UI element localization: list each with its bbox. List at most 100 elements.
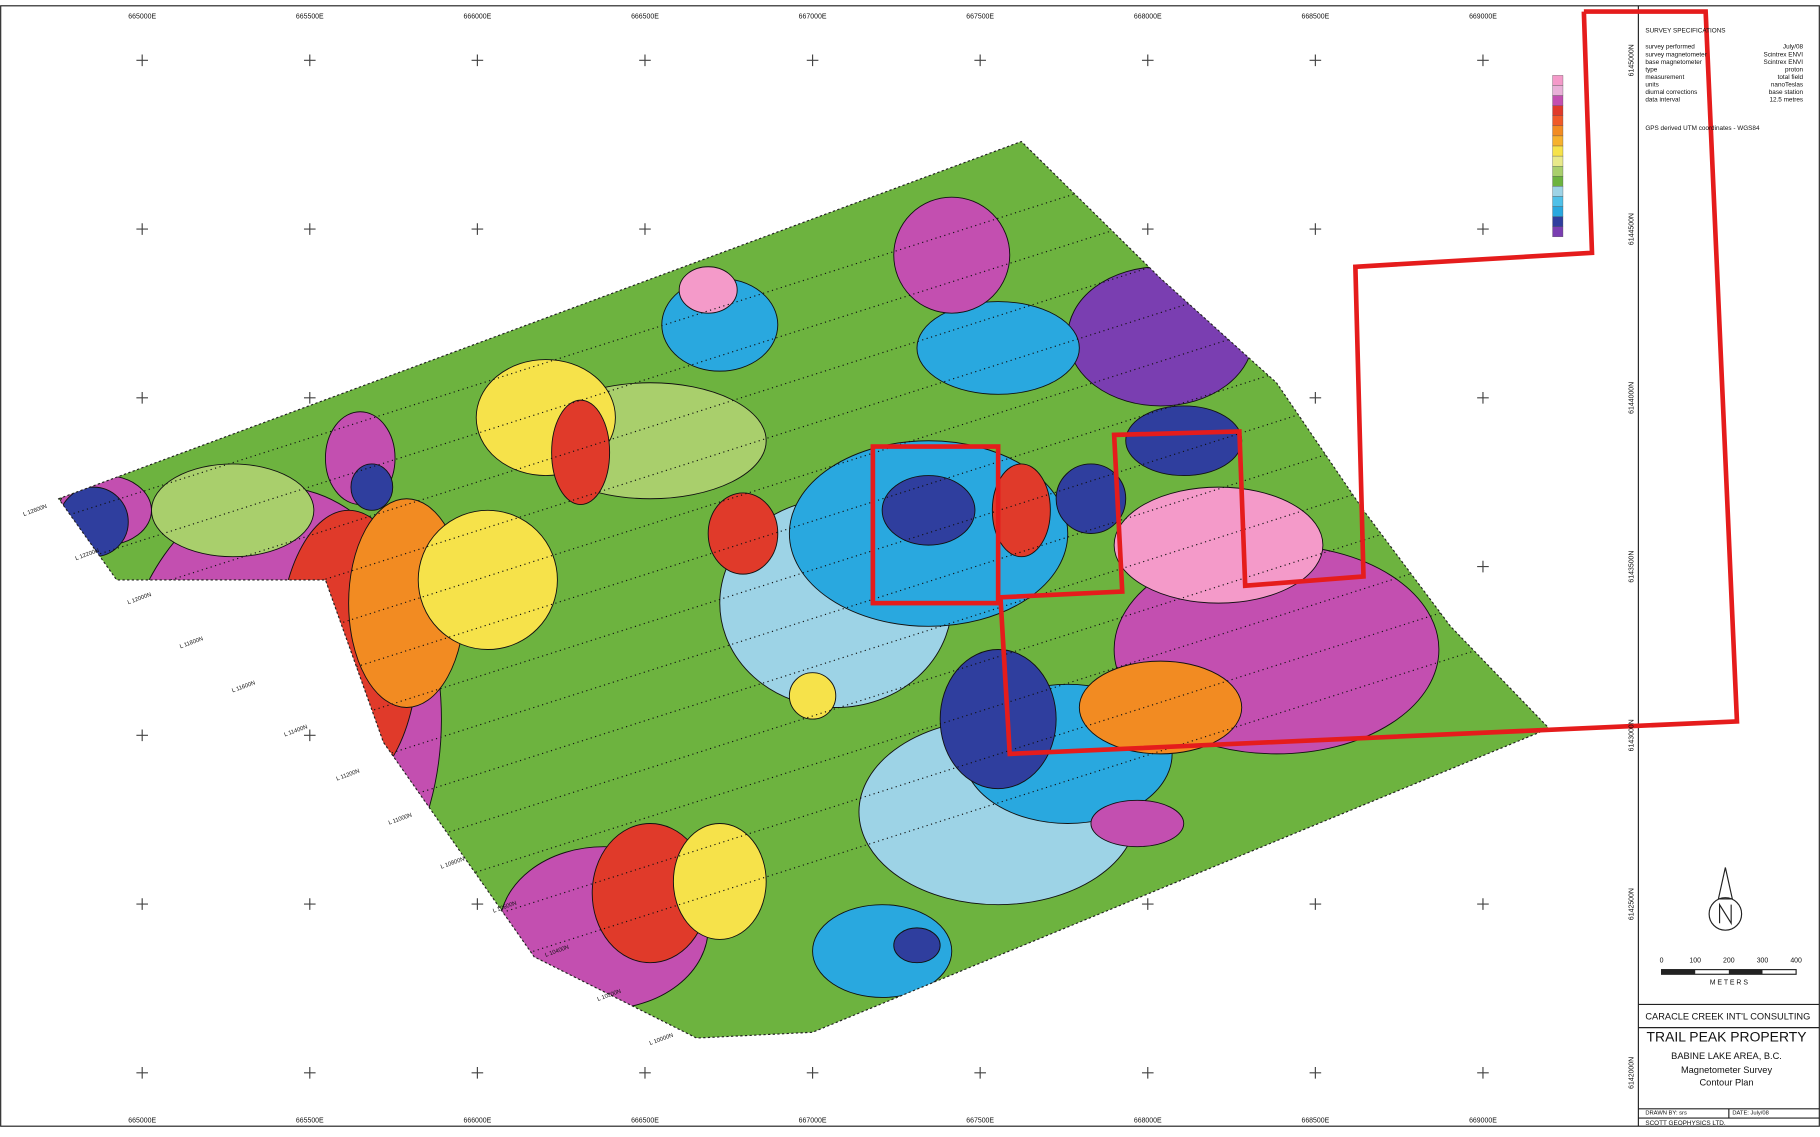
north-arrow [1709, 868, 1741, 931]
map: 0100200300400M E T E R S CARACLE CREEK I… [0, 0, 1820, 1132]
grid-cross [304, 1067, 316, 1079]
grid-cross [974, 1067, 986, 1079]
grid-cross [1142, 1067, 1154, 1079]
easting-label: 668500E [1301, 14, 1329, 21]
grid-cross [1477, 223, 1489, 235]
anomaly [789, 673, 835, 719]
grid-cross [1142, 55, 1154, 67]
anomaly [940, 650, 1056, 789]
northing-label: 6144500N [1629, 213, 1636, 245]
spec-key: type [1645, 66, 1657, 73]
spec-key: measurement [1645, 74, 1684, 81]
grid-cross [639, 1067, 651, 1079]
grid-cross [304, 730, 316, 742]
grid-cross [472, 55, 484, 67]
grid-cross [472, 1067, 484, 1079]
grid-cross [136, 1067, 148, 1079]
line-label: L 11000N [388, 813, 413, 827]
easting-label: 668000E [1134, 1118, 1162, 1125]
grid-cross [136, 898, 148, 910]
line-label: L 11600N [231, 680, 256, 694]
title-contractor: SCOTT GEOPHYSICS LTD. [1645, 1120, 1726, 1127]
easting-label: 666500E [631, 1118, 659, 1125]
legend-swatch [1553, 227, 1563, 237]
easting-label: 666000E [463, 14, 491, 21]
grid-cross [1477, 392, 1489, 404]
grid-cross [472, 223, 484, 235]
line-label: L 12600N [23, 504, 48, 518]
grid-cross [639, 55, 651, 67]
grid-cross [472, 898, 484, 910]
grid-cross [1310, 1067, 1322, 1079]
easting-label: 667500E [966, 1118, 994, 1125]
grid-cross [1142, 898, 1154, 910]
anomaly [673, 823, 766, 939]
line-label: L 10800N [440, 856, 465, 870]
northing-label: 6142500N [1629, 888, 1636, 920]
spec-key: units [1645, 81, 1658, 88]
grid-cross [136, 730, 148, 742]
spec-key: diurnal corrections [1645, 89, 1697, 96]
grid-cross [807, 55, 819, 67]
easting-label: 669000E [1469, 14, 1497, 21]
legend-swatch [1553, 116, 1563, 126]
grid-cross [304, 898, 316, 910]
title-plan: Contour Plan [1699, 1078, 1753, 1088]
legend-swatch [1553, 126, 1563, 136]
line-label: L 11200N [336, 768, 361, 782]
scale-label: 400 [1790, 958, 1802, 965]
spec-value: Scintrex ENVI [1763, 51, 1803, 58]
grid-cross [304, 392, 316, 404]
spec-value: July/08 [1783, 44, 1804, 51]
spec-value: 12.5 metres [1769, 96, 1803, 103]
grid-cross [1310, 223, 1322, 235]
color-legend [1553, 75, 1563, 236]
easting-label: 666000E [463, 1118, 491, 1125]
grid-cross [1310, 898, 1322, 910]
legend-swatch [1553, 186, 1563, 196]
grid-cross [1477, 561, 1489, 573]
title-company: CARACLE CREEK INT'L CONSULTING [1645, 1011, 1810, 1021]
northing-label: 6143500N [1629, 551, 1636, 583]
anomaly [418, 510, 557, 649]
scale-label: 0 [1660, 958, 1664, 965]
grid-cross [1310, 392, 1322, 404]
northing-label: 6143000N [1629, 719, 1636, 751]
title-property: TRAIL PEAK PROPERTY [1647, 1029, 1807, 1045]
title-drawn: DRAWN BY: srs [1645, 1111, 1687, 1117]
easting-label: 665000E [128, 14, 156, 21]
anomaly [679, 267, 737, 313]
legend-swatch [1553, 75, 1563, 85]
line-label: L 10000N [649, 1033, 674, 1047]
scale-bar-fill [1729, 970, 1763, 975]
scale-bar: 0100200300400M E T E R S [1660, 958, 1802, 987]
legend-swatch [1553, 85, 1563, 95]
easting-label: 665500E [296, 1118, 324, 1125]
anomaly [1091, 800, 1184, 846]
anomaly [882, 476, 975, 546]
anomaly [1126, 406, 1242, 476]
easting-label: 667500E [966, 14, 994, 21]
legend-swatch [1553, 146, 1563, 156]
grid-cross [304, 223, 316, 235]
legend-swatch [1553, 217, 1563, 227]
title-block: CARACLE CREEK INT'L CONSULTING TRAIL PEAK… [1638, 1004, 1819, 1127]
spec-title: SURVEY SPECIFICATIONS [1645, 27, 1725, 34]
grid-cross [136, 223, 148, 235]
legend-swatch [1553, 166, 1563, 176]
line-label: L 11800N [179, 636, 204, 650]
legend-swatch [1553, 176, 1563, 186]
grid-cross [1477, 1067, 1489, 1079]
line-label: L 12200N [75, 548, 100, 562]
scale-label: 100 [1689, 958, 1701, 965]
easting-label: 667000E [799, 1118, 827, 1125]
scale-label: 200 [1723, 958, 1735, 965]
spec-value: Scintrex ENVI [1763, 59, 1803, 66]
legend-swatch [1553, 96, 1563, 106]
title-date: DATE: July/08 [1732, 1111, 1769, 1117]
grid-cross [136, 55, 148, 67]
spec-key: data interval [1645, 96, 1680, 103]
legend-swatch [1553, 156, 1563, 166]
anomaly [351, 464, 393, 510]
northing-label: 6144000N [1629, 382, 1636, 414]
